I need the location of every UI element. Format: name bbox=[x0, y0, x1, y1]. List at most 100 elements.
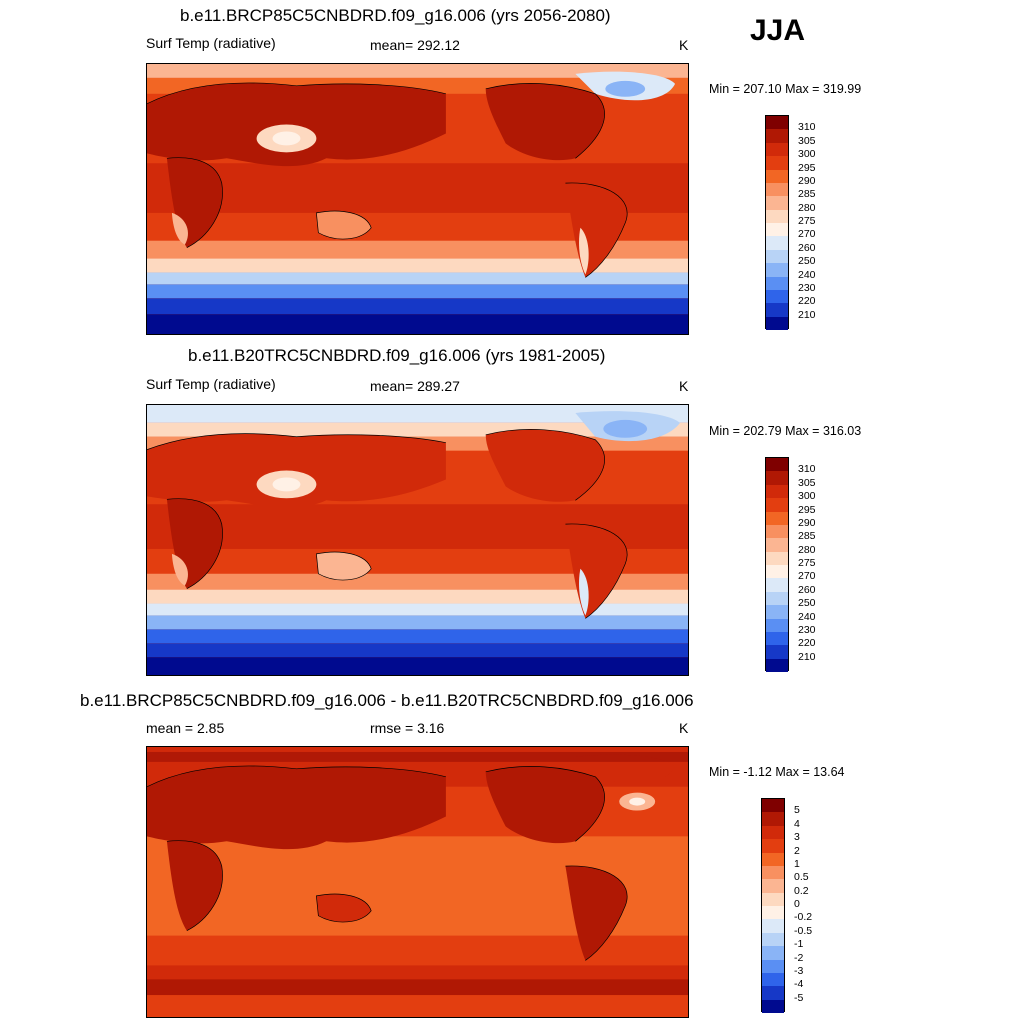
colorbar-tick-label: 220 bbox=[798, 637, 816, 650]
panel-3-colorbar bbox=[761, 798, 785, 1013]
colorbar-tick-label: 305 bbox=[798, 476, 816, 489]
colorbar-tick-label: 300 bbox=[798, 148, 816, 161]
colorbar-tick-label: 295 bbox=[798, 161, 816, 174]
panel-3-map-plot bbox=[147, 747, 688, 1017]
colorbar-segment bbox=[766, 182, 788, 197]
colorbar-segment bbox=[766, 551, 788, 565]
colorbar-tick-label: -5 bbox=[794, 991, 804, 1004]
colorbar-tick-label: 1 bbox=[794, 857, 800, 870]
colorbar-tick-label: 5 bbox=[794, 804, 800, 817]
colorbar-tick-label: 285 bbox=[798, 188, 816, 201]
panel-3-rmse-label: rmse = 3.16 bbox=[370, 720, 445, 736]
colorbar-segment bbox=[766, 578, 788, 592]
colorbar-segment bbox=[762, 946, 784, 960]
colorbar-segment bbox=[766, 471, 788, 485]
colorbar-segment bbox=[766, 223, 788, 237]
colorbar-tick-label: 300 bbox=[798, 490, 816, 503]
colorbar-tick-label: 230 bbox=[798, 623, 816, 636]
colorbar-segment bbox=[762, 986, 784, 1000]
colorbar-segment bbox=[766, 289, 788, 304]
colorbar-tick-label: -2 bbox=[794, 951, 804, 964]
colorbar-segment bbox=[762, 919, 784, 933]
panel-3-minmax-label: Min = -1.12 Max = 13.64 bbox=[709, 765, 845, 779]
colorbar-segment bbox=[766, 498, 788, 512]
colorbar-tick-label: 220 bbox=[798, 295, 816, 308]
colorbar-tick-label: 0 bbox=[794, 898, 800, 910]
colorbar-segment bbox=[766, 645, 788, 659]
colorbar-segment bbox=[766, 303, 788, 317]
colorbar-segment bbox=[766, 458, 788, 472]
colorbar-segment bbox=[766, 484, 788, 499]
colorbar-segment bbox=[766, 142, 788, 157]
season-label: JJA bbox=[750, 14, 806, 47]
colorbar-tick-label: 0.5 bbox=[794, 871, 809, 884]
colorbar-tick-label: -0.2 bbox=[794, 911, 813, 924]
colorbar-segment bbox=[766, 524, 788, 539]
panel-1-map bbox=[146, 63, 689, 335]
colorbar-segment bbox=[762, 932, 784, 947]
panel-1-variable-label: Surf Temp (radiative) bbox=[146, 35, 276, 51]
colorbar-segment bbox=[766, 236, 788, 250]
colorbar-segment bbox=[762, 812, 784, 826]
panel-2-minmax-label: Min = 202.79 Max = 316.03 bbox=[709, 424, 862, 438]
colorbar-segment bbox=[766, 658, 788, 672]
colorbar-tick-label: -3 bbox=[794, 964, 804, 977]
panel-3-mean-label: mean = 2.85 bbox=[146, 720, 225, 736]
panel-1-map-plot bbox=[147, 64, 688, 334]
colorbar-segment bbox=[766, 316, 788, 330]
colorbar-segment bbox=[762, 799, 784, 813]
colorbar-tick-label: 275 bbox=[798, 215, 816, 227]
colorbar-segment bbox=[766, 591, 788, 606]
panel-2-map-plot bbox=[147, 405, 688, 675]
colorbar-segment bbox=[766, 263, 788, 277]
colorbar-tick-label: 295 bbox=[798, 503, 816, 516]
colorbar-tick-label: 210 bbox=[798, 650, 816, 663]
panel-2-colorbar bbox=[765, 457, 789, 672]
colorbar-segment bbox=[766, 511, 788, 525]
colorbar-segment bbox=[766, 156, 788, 170]
colorbar-segment bbox=[766, 605, 788, 619]
colorbar-segment bbox=[762, 825, 784, 840]
colorbar-segment bbox=[766, 618, 788, 632]
panel-2-mean-label: mean= 289.27 bbox=[370, 378, 460, 394]
panel-3-units-label: K bbox=[679, 720, 689, 736]
colorbar-tick-label: -4 bbox=[794, 978, 804, 991]
panel-3-map bbox=[146, 746, 689, 1018]
colorbar-tick-label: 240 bbox=[798, 610, 816, 623]
colorbar-tick-label: 0.2 bbox=[794, 884, 809, 897]
colorbar-tick-label: 310 bbox=[798, 121, 816, 134]
colorbar-tick-label: -1 bbox=[794, 938, 804, 951]
colorbar-segment bbox=[766, 209, 788, 223]
panel-3-title: b.e11.BRCP85C5CNBDRD.f09_g16.006 - b.e11… bbox=[80, 691, 694, 710]
panel-1-title: b.e11.BRCP85C5CNBDRD.f09_g16.006 (yrs 20… bbox=[180, 6, 611, 25]
colorbar-tick-label: 305 bbox=[798, 134, 816, 147]
colorbar-tick-label: 285 bbox=[798, 530, 816, 543]
colorbar-tick-label: 280 bbox=[798, 543, 816, 556]
panel-2-units-label: K bbox=[679, 378, 689, 394]
colorbar-tick-label: 310 bbox=[798, 463, 816, 476]
colorbar-segment bbox=[762, 959, 784, 973]
colorbar-tick-label: 3 bbox=[794, 831, 800, 844]
colorbar-segment bbox=[766, 196, 788, 210]
panel-2-title: b.e11.B20TRC5CNBDRD.f09_g16.006 (yrs 198… bbox=[188, 346, 606, 365]
colorbar-tick-label: 250 bbox=[798, 255, 816, 268]
colorbar-tick-label: 275 bbox=[798, 557, 816, 569]
colorbar-tick-label: -0.5 bbox=[794, 924, 813, 937]
colorbar-segment bbox=[762, 999, 784, 1013]
panel-2-variable-label: Surf Temp (radiative) bbox=[146, 376, 276, 392]
panel-1-mean-label: mean= 292.12 bbox=[370, 37, 460, 53]
colorbar-tick-label: 2 bbox=[794, 844, 800, 857]
colorbar-segment bbox=[762, 972, 784, 987]
colorbar-segment bbox=[766, 538, 788, 552]
colorbar-tick-label: 280 bbox=[798, 201, 816, 214]
colorbar-segment bbox=[762, 839, 784, 853]
colorbar-segment bbox=[762, 865, 784, 880]
colorbar-tick-label: 270 bbox=[798, 570, 816, 583]
colorbar-tick-label: 290 bbox=[798, 174, 816, 187]
colorbar-tick-label: 240 bbox=[798, 268, 816, 281]
colorbar-tick-label: 4 bbox=[794, 817, 800, 830]
colorbar-tick-label: 270 bbox=[798, 228, 816, 241]
colorbar-tick-label: 250 bbox=[798, 597, 816, 610]
colorbar-tick-label: 290 bbox=[798, 516, 816, 529]
colorbar-segment bbox=[766, 565, 788, 579]
